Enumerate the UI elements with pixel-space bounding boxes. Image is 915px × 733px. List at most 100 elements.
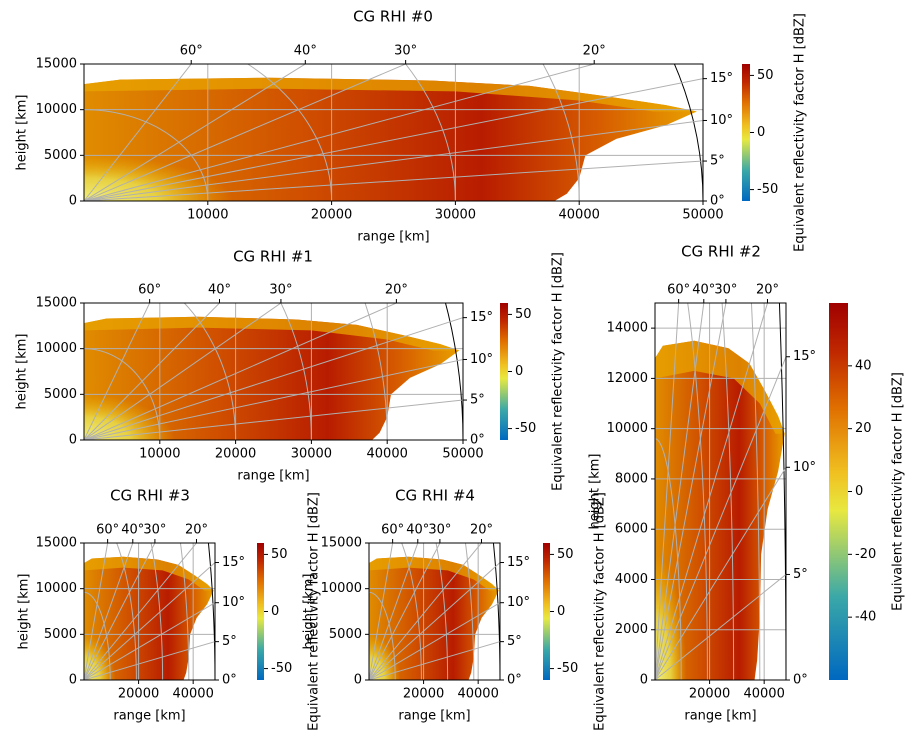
y-tick-label: 8000: [615, 471, 648, 486]
angle-tick-label: 30°: [143, 523, 166, 538]
angle-tick-label: 40°: [692, 283, 715, 298]
colorbar-tick-label: -20: [855, 547, 876, 562]
plot-area: [655, 303, 786, 680]
x-axis-label: range [km]: [113, 709, 185, 724]
axes-frame: [83, 63, 704, 202]
elevation-tick-label: 15°: [507, 555, 530, 570]
y-tick-label: 0: [69, 194, 77, 209]
colorbar-tick-label: 40: [855, 358, 872, 373]
colorbar-tick-label: -50: [271, 661, 292, 676]
angle-tick-label: 20°: [470, 523, 493, 538]
elevation-ray: [84, 160, 703, 201]
elevation-ray: [84, 303, 398, 440]
elevation-tick-label: 0°: [507, 673, 522, 688]
elevation-ray: [84, 358, 463, 440]
x-tick-label: 40000: [367, 447, 408, 462]
y-tick-label: 5000: [44, 627, 77, 642]
elevation-ray: [84, 543, 156, 680]
angle-tick-label: 40°: [294, 44, 317, 59]
y-tick-label: 0: [69, 433, 77, 448]
elevation-tick-label: 5°: [470, 393, 485, 408]
radar-field: [84, 316, 460, 440]
elevation-ray: [84, 543, 134, 680]
colorbar-tick-label: -50: [557, 661, 578, 676]
radar-field-core: [84, 394, 175, 440]
elevation-ray: [369, 543, 419, 680]
y-axis-label: height [km]: [17, 574, 32, 650]
plot-area: [369, 543, 500, 680]
angle-tick-label: 20°: [583, 44, 606, 59]
y-tick-label: 15000: [36, 296, 77, 311]
elevation-tick-label: 15°: [710, 71, 733, 86]
y-axis-label: height [km]: [15, 334, 30, 410]
elevation-tick-label: 0°: [222, 673, 237, 688]
colorbar-tick-label: 50: [271, 547, 288, 562]
colorbar-tick-label: -40: [855, 610, 876, 625]
angle-tick-label: 60°: [381, 523, 404, 538]
elevation-tick-label: 5°: [710, 154, 725, 169]
elevation-ray: [655, 303, 727, 680]
radar-field: [84, 77, 697, 201]
x-axis-label: range [km]: [237, 469, 309, 484]
colorbar-label: Equivalent reflectivity factor H [dBZ]: [307, 492, 322, 731]
y-tick-label: 10000: [36, 581, 77, 596]
chart-title: CG RHI #2: [681, 243, 761, 261]
y-axis-label: height [km]: [302, 574, 317, 650]
angle-tick-label: 20°: [756, 283, 779, 298]
angle-tick-label: 30°: [428, 523, 451, 538]
x-tick-label: 10000: [139, 447, 180, 462]
elevation-ray: [84, 543, 198, 680]
colorbar-tick-label: 0: [557, 604, 565, 619]
colorbar-label: Equivalent reflectivity factor H [dBZ]: [551, 252, 566, 491]
elevation-ray: [84, 602, 215, 680]
angle-tick-label: 60°: [138, 283, 161, 298]
elevation-tick-label: 10°: [710, 113, 733, 128]
elevation-tick-label: 10°: [470, 352, 493, 367]
colorbar-label: Equivalent reflectivity factor H [dBZ]: [793, 13, 808, 252]
elevation-tick-label: 0°: [470, 433, 485, 448]
angle-tick-label: 60°: [667, 283, 690, 298]
colorbar-tick-label: -50: [757, 182, 778, 197]
colorbar: [257, 543, 264, 680]
elevation-ray: [84, 303, 151, 440]
y-tick-label: 5000: [44, 148, 77, 163]
radar-field-core: [655, 554, 687, 680]
elevation-ray: [369, 543, 483, 680]
elevation-tick-label: 15°: [793, 349, 816, 364]
angle-tick-label: 30°: [269, 283, 292, 298]
x-tick-label: 20000: [689, 687, 730, 702]
y-tick-label: 0: [640, 673, 648, 688]
colorbar: [543, 543, 550, 680]
axes-frame: [83, 302, 464, 441]
chart-title: CG RHI #1: [233, 248, 313, 266]
radar-field-top: [369, 556, 499, 591]
y-tick-label: 15000: [36, 57, 77, 72]
x-axis-label: range [km]: [357, 230, 429, 245]
elevation-tick-label: 0°: [793, 673, 808, 688]
elevation-ray: [655, 303, 768, 680]
elevation-ray: [84, 317, 463, 440]
colorbar-tick-label: 20: [855, 421, 872, 436]
y-tick-label: 15000: [321, 536, 362, 551]
elevation-tick-label: 10°: [793, 460, 816, 475]
radar-field-top: [655, 340, 785, 434]
plot-area: [84, 543, 215, 680]
angle-tick-label: 40°: [121, 523, 144, 538]
colorbar-tick-label: 0: [855, 484, 863, 499]
x-tick-label: 40000: [743, 687, 784, 702]
elevation-ray: [84, 119, 703, 201]
y-tick-label: 10000: [36, 341, 77, 356]
colorbar-tick-label: -50: [515, 421, 536, 436]
x-tick-label: 40000: [559, 208, 600, 223]
x-tick-label: 50000: [442, 447, 483, 462]
colorbar-tick-label: 50: [557, 547, 574, 562]
elevation-tick-label: 15°: [222, 555, 245, 570]
colorbar-tick-label: 0: [271, 604, 279, 619]
x-tick-label: 20000: [215, 447, 256, 462]
y-tick-label: 0: [69, 673, 77, 688]
x-tick-label: 50000: [682, 208, 723, 223]
y-tick-label: 10000: [36, 102, 77, 117]
plot-area: [84, 64, 703, 201]
angle-tick-label: 30°: [714, 283, 737, 298]
radar-field-core: [84, 155, 233, 201]
